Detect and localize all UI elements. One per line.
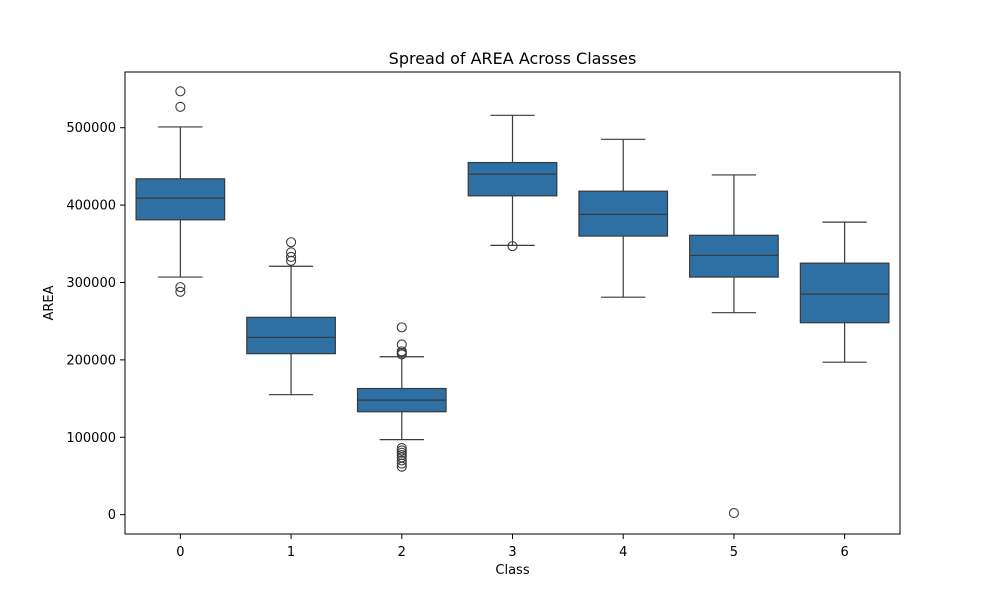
box-group-class-3 bbox=[467, 114, 558, 252]
y-tick-label: 0 bbox=[108, 508, 116, 523]
x-tick-label: 5 bbox=[730, 545, 738, 560]
box-group-class-4 bbox=[578, 138, 669, 298]
outlier-point bbox=[396, 458, 407, 469]
plot-frame bbox=[124, 71, 901, 535]
outlier-point bbox=[175, 101, 186, 112]
outlier-point bbox=[175, 282, 186, 293]
box-group-class-2 bbox=[356, 322, 447, 472]
y-tick-label: 300000 bbox=[66, 276, 116, 291]
outlier-point bbox=[507, 241, 518, 252]
x-tick-label: 0 bbox=[176, 545, 184, 560]
y-axis-label: AREA bbox=[42, 285, 57, 320]
y-tick-label: 500000 bbox=[66, 121, 116, 136]
x-tick-label: 2 bbox=[398, 545, 406, 560]
boxes-layer bbox=[135, 86, 890, 519]
iqr-box bbox=[467, 161, 558, 197]
iqr-box bbox=[799, 262, 890, 324]
y-tick-label: 100000 bbox=[66, 431, 116, 446]
iqr-box bbox=[135, 178, 226, 221]
outlier-point bbox=[175, 286, 186, 297]
box-group-class-5 bbox=[689, 174, 779, 519]
x-tick-label: 1 bbox=[287, 545, 295, 560]
iqr-box bbox=[578, 190, 669, 237]
outlier-point bbox=[728, 508, 739, 519]
iqr-box bbox=[689, 234, 779, 278]
box-group-class-1 bbox=[246, 237, 336, 396]
outlier-point bbox=[396, 322, 407, 333]
y-tick-label: 200000 bbox=[66, 353, 116, 368]
outlier-point bbox=[396, 461, 407, 472]
outlier-point bbox=[286, 251, 297, 263]
x-axis-label: Class bbox=[495, 563, 529, 578]
x-tick-label: 3 bbox=[508, 545, 516, 560]
outlier-point bbox=[396, 455, 407, 466]
x-tick-label: 4 bbox=[619, 545, 627, 560]
box-group-class-6 bbox=[799, 221, 890, 363]
outlier-point bbox=[175, 86, 186, 97]
outlier-point bbox=[396, 447, 407, 458]
iqr-box bbox=[246, 316, 336, 355]
chart-title: Spread of AREA Across Classes bbox=[389, 49, 637, 68]
outlier-point bbox=[286, 237, 297, 248]
outlier-point bbox=[396, 445, 407, 456]
ticks-layer: 0 1 2 3 4 5 6 0 100000 200000 300000 400000 500000 bbox=[66, 121, 848, 560]
outlier-point bbox=[396, 349, 407, 360]
x-tick-label: 6 bbox=[841, 545, 849, 560]
y-tick-label: 400000 bbox=[66, 199, 116, 214]
outlier-point bbox=[286, 255, 297, 266]
box-group-class-0 bbox=[135, 86, 226, 297]
